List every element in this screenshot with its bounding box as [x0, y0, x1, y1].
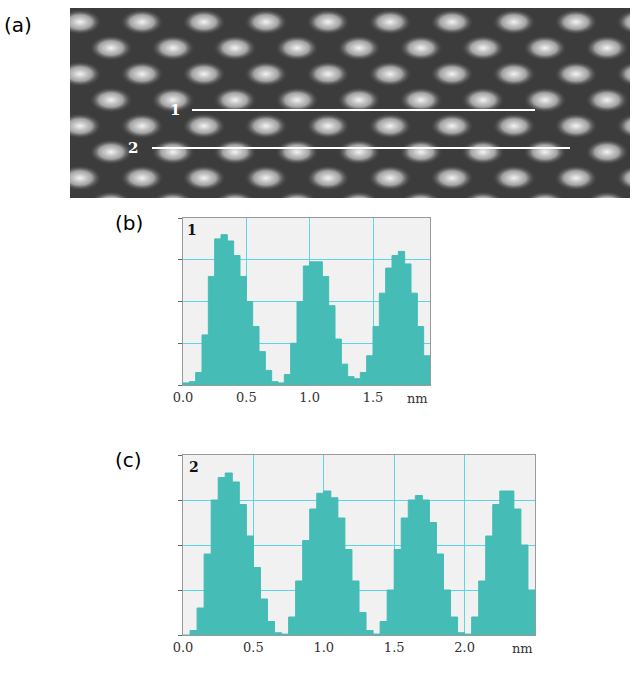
svg-text:(c): (c)	[115, 448, 142, 472]
svg-text:(b): (b)	[115, 211, 143, 235]
svg-text:1.0: 1.0	[299, 390, 320, 405]
svg-text:1: 1	[170, 101, 180, 119]
svg-text:1.0: 1.0	[313, 640, 334, 655]
svg-text:0.0: 0.0	[173, 390, 194, 405]
svg-text:0.5: 0.5	[243, 640, 264, 655]
svg-text:1.5: 1.5	[384, 640, 405, 655]
svg-text:nm: nm	[512, 641, 533, 656]
svg-text:(a): (a)	[4, 13, 32, 37]
svg-text:1.5: 1.5	[363, 390, 384, 405]
svg-text:nm: nm	[407, 391, 428, 406]
svg-text:0.0: 0.0	[173, 640, 194, 655]
svg-text:2.0: 2.0	[454, 640, 475, 655]
svg-text:1: 1	[187, 222, 197, 238]
svg-text:0.5: 0.5	[236, 390, 257, 405]
svg-text:2: 2	[128, 139, 138, 157]
svg-text:2: 2	[189, 459, 199, 475]
